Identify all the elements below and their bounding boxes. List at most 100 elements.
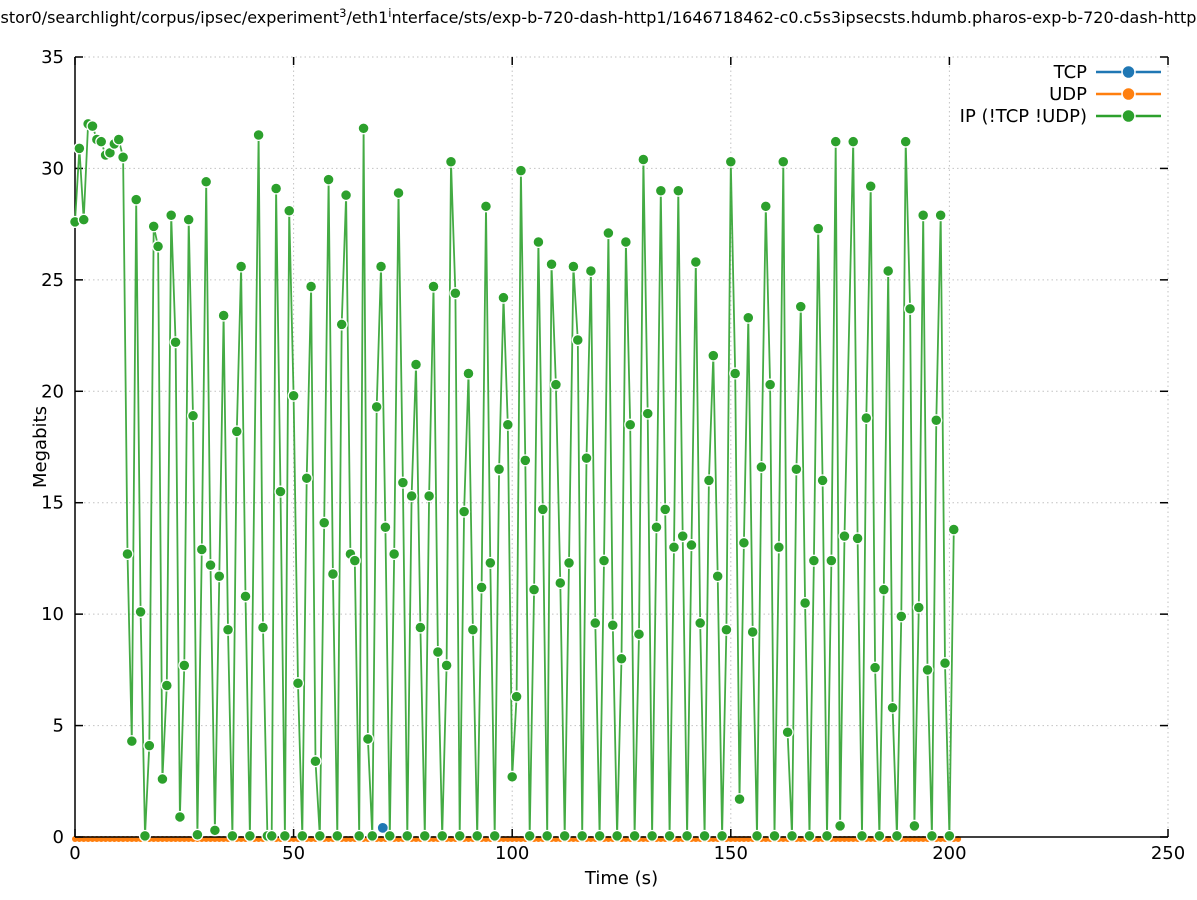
ip-point [226, 829, 239, 842]
ip-point [134, 605, 147, 618]
ip-point [558, 829, 571, 842]
ip-point [873, 829, 886, 842]
ip-point [331, 829, 344, 842]
ip-point [462, 367, 475, 380]
ip-point [173, 810, 186, 823]
ip-point [414, 621, 427, 634]
ip-point [584, 264, 597, 277]
ip-point [178, 659, 191, 672]
ip-point [86, 120, 99, 133]
ip-point [388, 547, 401, 561]
ip-point [335, 318, 348, 331]
ip-point [729, 367, 742, 380]
ip-point [742, 311, 755, 324]
ip-point [125, 735, 138, 748]
ip-point [528, 583, 541, 596]
ip-point [152, 240, 165, 253]
y-tick-label: 20 [41, 381, 64, 402]
ip-point [781, 726, 794, 739]
ip-point [488, 829, 501, 842]
ip-point [217, 309, 230, 322]
ip-point [676, 530, 689, 543]
ip-point [925, 829, 938, 842]
ip-point [785, 829, 799, 842]
y-tick-label: 0 [53, 827, 64, 848]
x-axis-label: Time (s) [584, 868, 658, 889]
ip-point [864, 180, 877, 193]
ip-point [659, 503, 672, 516]
ip-point [632, 628, 646, 641]
ip-point [479, 200, 493, 213]
ip-point [602, 227, 615, 240]
ip-point [117, 151, 130, 164]
ip-point [698, 829, 711, 842]
ip-point [869, 661, 882, 674]
ip-point [466, 623, 479, 636]
ip-point [278, 829, 291, 842]
y-tick-label: 15 [41, 493, 64, 514]
ip-point [720, 623, 733, 636]
legend-point-sample [1121, 64, 1136, 80]
ip-point [221, 623, 235, 636]
ip-point [685, 539, 698, 552]
ip-point [541, 829, 554, 842]
ip-point [654, 184, 667, 197]
ip-point [291, 677, 305, 690]
ip-point [239, 590, 252, 603]
ip-point [847, 135, 860, 148]
ip-point [73, 142, 86, 155]
ip-point [431, 645, 444, 659]
ip-point [453, 829, 466, 842]
tcp-point [376, 821, 389, 834]
ip-point [235, 260, 248, 273]
ip-point [694, 617, 707, 630]
y-tick-label: 30 [41, 158, 64, 179]
ip-point [186, 409, 200, 422]
ip-point [882, 264, 895, 277]
ip-point [401, 829, 414, 842]
ip-point [764, 378, 777, 391]
legend-label: TCP [1053, 62, 1088, 83]
ip-point [366, 829, 379, 842]
ip-point [947, 523, 960, 536]
ip-point [672, 184, 685, 197]
ip-point [156, 773, 169, 786]
ip-point [392, 186, 405, 199]
ip-point [169, 336, 182, 349]
ip-point [427, 280, 440, 293]
ip-point [637, 153, 650, 166]
ip-point [755, 461, 768, 474]
ip-point [663, 829, 676, 842]
ip-point [877, 583, 890, 596]
ip-point [737, 536, 750, 549]
y-tick-label: 10 [41, 604, 64, 625]
ip-point [750, 829, 764, 842]
ip-point [899, 135, 912, 148]
ip-point [707, 349, 720, 362]
ip-point [562, 556, 576, 569]
ip-point [794, 300, 807, 313]
ip-point [777, 155, 790, 168]
ip-point [790, 463, 803, 476]
ip-point [138, 829, 152, 842]
ip-point [322, 173, 335, 186]
ip-point [545, 258, 558, 271]
ip-point [379, 521, 392, 534]
ip-point [908, 819, 921, 832]
ip-point [597, 554, 611, 567]
ip-point [834, 819, 847, 832]
ip-point [160, 679, 173, 692]
ip-point [536, 503, 549, 516]
ip-point [938, 657, 952, 670]
ip-point [506, 770, 519, 783]
ip-point [702, 474, 715, 487]
ip-point [624, 418, 637, 431]
ip-point [890, 829, 903, 842]
ip-point [523, 829, 536, 842]
ip-point [514, 164, 527, 177]
ip-point [589, 617, 602, 630]
ip-point [807, 554, 820, 567]
ip-point [165, 209, 178, 222]
ip-point [418, 829, 431, 842]
ip-point [313, 829, 326, 842]
